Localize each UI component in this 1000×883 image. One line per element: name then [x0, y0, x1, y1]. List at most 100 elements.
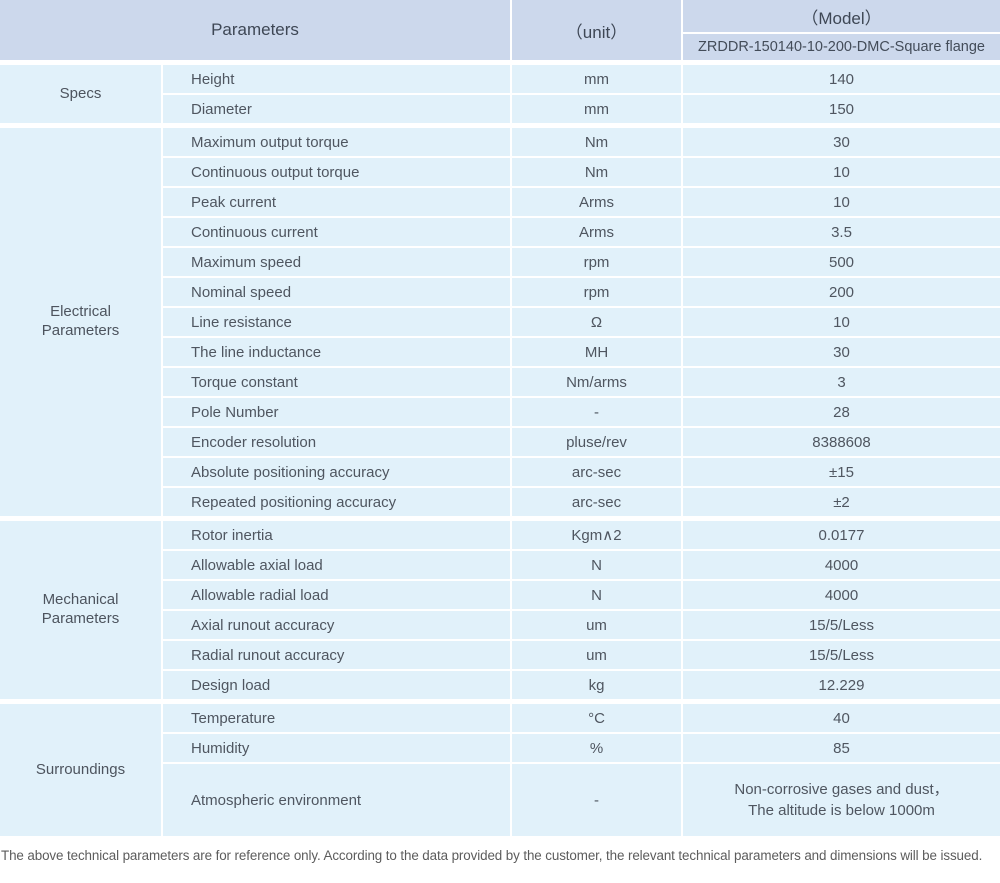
- param-name: Allowable axial load: [163, 551, 510, 579]
- param-name: The line inductance: [163, 338, 510, 366]
- table-row: Humidity % 85: [163, 734, 1000, 762]
- param-name: Temperature: [163, 704, 510, 732]
- table-row: Absolute positioning accuracy arc-sec ±1…: [163, 458, 1000, 486]
- param-name: Height: [163, 65, 510, 93]
- table-header: Parameters （unit） （Model） ZRDDR-150140-1…: [0, 0, 1000, 60]
- param-unit: arc-sec: [512, 458, 681, 486]
- param-name: Allowable radial load: [163, 581, 510, 609]
- param-name: Radial runout accuracy: [163, 641, 510, 669]
- param-name: Continuous output torque: [163, 158, 510, 186]
- param-name: Peak current: [163, 188, 510, 216]
- param-value: 0.0177: [683, 521, 1000, 549]
- param-unit: MH: [512, 338, 681, 366]
- section-label: Surroundings: [0, 704, 161, 836]
- param-value: 10: [683, 308, 1000, 336]
- table-row: Rotor inertia Kgm∧2 0.0177: [163, 521, 1000, 549]
- param-name: Encoder resolution: [163, 428, 510, 456]
- param-value: 8388608: [683, 428, 1000, 456]
- header-parameters: Parameters: [0, 0, 510, 60]
- table-row: Height mm 140: [163, 65, 1000, 93]
- table-row: Encoder resolution pluse/rev 8388608: [163, 428, 1000, 456]
- param-unit: kg: [512, 671, 681, 699]
- param-name: Line resistance: [163, 308, 510, 336]
- param-value: ±2: [683, 488, 1000, 516]
- param-name: Diameter: [163, 95, 510, 123]
- table-row: Nominal speed rpm 200: [163, 278, 1000, 306]
- param-value: 15/5/Less: [683, 611, 1000, 639]
- table-row: Temperature °C 40: [163, 704, 1000, 732]
- param-value: 30: [683, 338, 1000, 366]
- param-name: Continuous current: [163, 218, 510, 246]
- param-value: 40: [683, 704, 1000, 732]
- param-unit: mm: [512, 95, 681, 123]
- param-value: 10: [683, 158, 1000, 186]
- table-row: Continuous output torque Nm 10: [163, 158, 1000, 186]
- table-row: Continuous current Arms 3.5: [163, 218, 1000, 246]
- section-mechanical: Mechanical Parameters Rotor inertia Kgm∧…: [0, 521, 1000, 699]
- param-unit: °C: [512, 704, 681, 732]
- param-name: Absolute positioning accuracy: [163, 458, 510, 486]
- param-name: Maximum output torque: [163, 128, 510, 156]
- param-value: 12.229: [683, 671, 1000, 699]
- param-value: 200: [683, 278, 1000, 306]
- param-unit: um: [512, 641, 681, 669]
- param-unit: Arms: [512, 218, 681, 246]
- spec-table: Parameters （unit） （Model） ZRDDR-150140-1…: [0, 0, 1000, 836]
- param-unit: rpm: [512, 248, 681, 276]
- header-model-label: （Model）: [683, 0, 1000, 32]
- param-value: 500: [683, 248, 1000, 276]
- param-unit: Ω: [512, 308, 681, 336]
- table-row: Atmospheric environment - Non-corrosive …: [163, 764, 1000, 836]
- param-unit: Nm/arms: [512, 368, 681, 396]
- param-unit: N: [512, 551, 681, 579]
- param-value: 85: [683, 734, 1000, 762]
- param-value: 30: [683, 128, 1000, 156]
- param-name: Nominal speed: [163, 278, 510, 306]
- param-value: 4000: [683, 551, 1000, 579]
- table-row: Repeated positioning accuracy arc-sec ±2: [163, 488, 1000, 516]
- header-model-value: ZRDDR-150140-10-200-DMC-Square flange: [683, 34, 1000, 60]
- footer-note: The above technical parameters are for r…: [1, 848, 983, 863]
- param-value: 3.5: [683, 218, 1000, 246]
- param-value: Non-corrosive gases and dust， The altitu…: [683, 764, 1000, 836]
- param-name: Rotor inertia: [163, 521, 510, 549]
- header-model: （Model） ZRDDR-150140-10-200-DMC-Square f…: [683, 0, 1000, 60]
- param-unit: rpm: [512, 278, 681, 306]
- table-row: Pole Number - 28: [163, 398, 1000, 426]
- table-row: Maximum output torque Nm 30: [163, 128, 1000, 156]
- param-unit: %: [512, 734, 681, 762]
- param-value: 4000: [683, 581, 1000, 609]
- param-value: 15/5/Less: [683, 641, 1000, 669]
- param-name: Pole Number: [163, 398, 510, 426]
- table-row: The line inductance MH 30: [163, 338, 1000, 366]
- param-name: Axial runout accuracy: [163, 611, 510, 639]
- param-name: Humidity: [163, 734, 510, 762]
- section-specs: Specs Height mm 140 Diameter mm 150: [0, 65, 1000, 123]
- param-name: Design load: [163, 671, 510, 699]
- section-surroundings: Surroundings Temperature °C 40 Humidity …: [0, 704, 1000, 836]
- table-row: Design load kg 12.229: [163, 671, 1000, 699]
- param-value: 3: [683, 368, 1000, 396]
- table-row: Allowable radial load N 4000: [163, 581, 1000, 609]
- table-row: Line resistance Ω 10: [163, 308, 1000, 336]
- param-name: Maximum speed: [163, 248, 510, 276]
- param-unit: pluse/rev: [512, 428, 681, 456]
- table-row: Peak current Arms 10: [163, 188, 1000, 216]
- table-row: Axial runout accuracy um 15/5/Less: [163, 611, 1000, 639]
- table-row: Torque constant Nm/arms 3: [163, 368, 1000, 396]
- section-electrical: Electrical Parameters Maximum output tor…: [0, 128, 1000, 516]
- table-row: Maximum speed rpm 500: [163, 248, 1000, 276]
- param-value: 140: [683, 65, 1000, 93]
- param-value: 150: [683, 95, 1000, 123]
- param-unit: um: [512, 611, 681, 639]
- param-unit: Kgm∧2: [512, 521, 681, 549]
- param-value: 28: [683, 398, 1000, 426]
- param-unit: -: [512, 398, 681, 426]
- param-name: Torque constant: [163, 368, 510, 396]
- header-unit: （unit）: [512, 0, 681, 60]
- param-unit: arc-sec: [512, 488, 681, 516]
- section-label: Electrical Parameters: [0, 128, 161, 516]
- param-unit: Arms: [512, 188, 681, 216]
- param-name: Atmospheric environment: [163, 764, 510, 836]
